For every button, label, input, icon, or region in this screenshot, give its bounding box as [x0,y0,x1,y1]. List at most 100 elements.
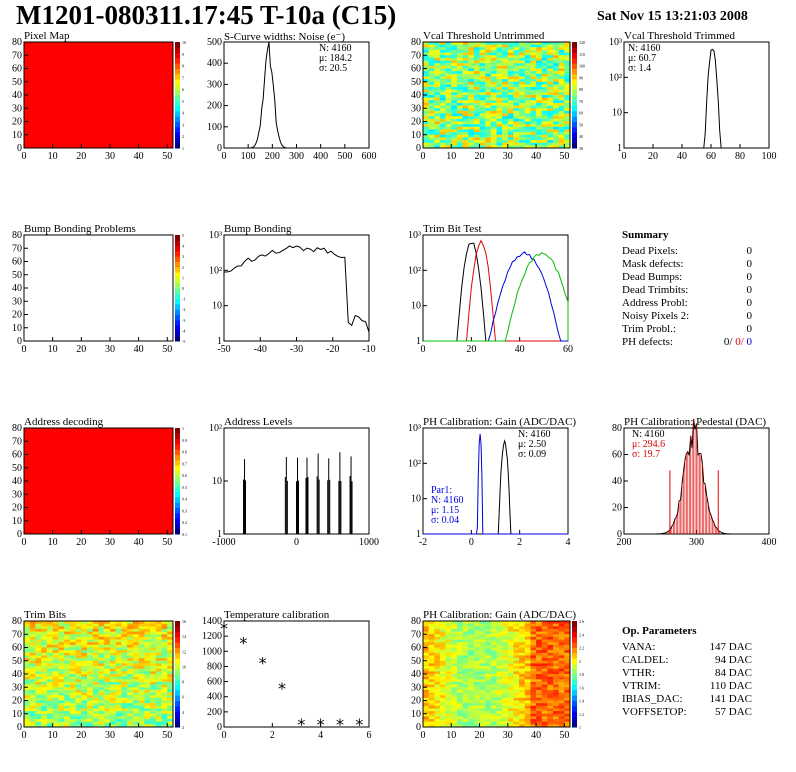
heatmap-cell [132,711,139,715]
heatmap-cell [451,639,458,643]
heatmap-cell [468,716,475,720]
heatmap-cell [553,666,559,669]
heatmap-cell [507,628,514,632]
heatmap-cell [41,644,48,648]
heatmap-cell [473,658,480,662]
heatmap-cell [524,102,531,106]
heatmap-cell [451,102,458,106]
heatmap-cell [423,655,429,659]
heatmap-cell [104,721,111,725]
heatmap-cell [564,623,571,627]
heatmap-cell [519,634,526,638]
heatmap-cell [536,644,543,648]
heatmap-cell [536,87,543,90]
heatmap-cell [87,658,94,662]
heatmap-cell [98,703,105,707]
heatmap-cell [423,697,429,701]
heatmap-cell [456,105,463,109]
heatmap-cell [87,663,94,667]
heatmap-cell [473,116,480,120]
heatmap-cell [127,695,134,699]
x-tick-label-13: 0 [421,730,426,741]
heatmap-cell [473,721,480,725]
heatmap-cell [547,663,554,667]
heatmap-cell [439,623,446,627]
heatmap-cell [485,668,492,672]
heatmap-cell [127,679,134,683]
heatmap-cell [98,658,105,662]
heatmap-cell [35,674,42,677]
heatmap-cell [530,663,537,667]
heatmap-cell [541,124,548,128]
color-bar-0-segment [175,110,180,117]
heatmap-cell [29,681,36,685]
heatmap-cell [451,97,458,101]
heatmap-cell [462,639,469,643]
heatmap-cell [536,60,543,64]
heatmap-cell [52,668,59,672]
heatmap-cell [553,134,559,138]
heatmap-cell [541,705,548,709]
heatmap-cell [115,721,122,725]
heatmap-cell [41,719,48,722]
heatmap-cell [121,676,128,680]
heatmap-cell [423,110,429,114]
heatmap-cell [456,63,463,67]
heatmap-cell [69,700,76,704]
heatmap-cell [451,110,458,114]
heatmap-cell [138,671,145,675]
heatmap-cell [479,711,486,715]
heatmap-cell [553,73,559,77]
heatmap-cell [439,95,446,98]
heatmap-cell [547,87,554,90]
heatmap-cell [161,716,168,720]
heatmap-cell [473,634,480,638]
heatmap-cell [553,142,559,146]
heatmap-cell [541,708,548,712]
heatmap-cell [29,716,36,720]
heatmap-cell [468,73,475,77]
heatmap-cell [456,623,463,627]
heatmap-cell [479,63,486,67]
heatmap-cell [92,644,99,648]
heatmap-cell [473,84,480,88]
heatmap-cell [536,84,543,88]
heatmap-cell [496,126,503,130]
heatmap-cell [473,110,480,114]
temperature-point: * [317,715,325,734]
heatmap-cell [167,674,174,677]
heatmap-cell [451,705,458,709]
y-tick-label-13: 80 [411,616,421,627]
heatmap-cell [507,116,514,120]
heatmap-cell [132,716,139,720]
heatmap-cell [155,647,162,651]
color-bar-13-segment [572,642,577,648]
heatmap-cell [423,719,429,722]
heatmap-cell [473,655,480,659]
heatmap-cell [46,676,53,680]
heatmap-cell [496,674,503,677]
heatmap-cell [468,63,475,67]
heatmap-cell [75,705,82,709]
heatmap-cell [530,623,537,627]
heatmap-cell [161,687,168,691]
heatmap-cell [52,697,59,701]
heatmap-cell [52,671,59,675]
heatmap-cell [434,621,441,624]
heatmap-cell [462,636,469,640]
heatmap-cell [104,724,111,728]
heatmap-cell [490,668,497,672]
color-bar-0-segment [175,121,180,128]
heatmap-cell [121,703,128,707]
heatmap-cell [46,713,53,717]
heatmap-cell [564,621,571,624]
heatmap-cell [473,660,480,664]
color-bar-0-segment [175,126,180,133]
heatmap-cell [530,52,537,56]
heatmap-cell [468,55,475,59]
heatmap-cell [507,684,514,688]
heatmap-cell [456,708,463,712]
heatmap-cell [423,116,429,120]
heatmap-cell [87,639,94,643]
heatmap-cell [24,684,31,688]
